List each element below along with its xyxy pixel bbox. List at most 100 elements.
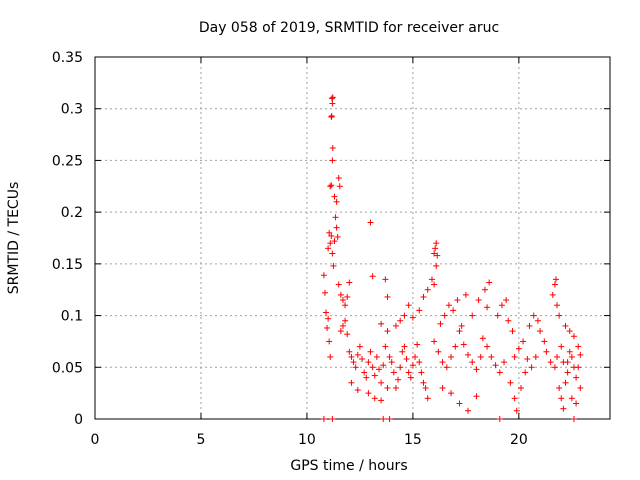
data-point: [450, 307, 457, 314]
data-point: [418, 369, 425, 376]
data-point: [346, 348, 353, 355]
data-point: [332, 214, 339, 221]
data-point: [492, 362, 499, 369]
data-point: [328, 232, 335, 239]
data-point: [526, 322, 533, 329]
data-point: [435, 348, 442, 355]
data-point: [346, 279, 353, 286]
data-point: [416, 307, 423, 314]
data-point: [397, 364, 404, 371]
data-point: [448, 353, 455, 360]
data-point: [501, 359, 508, 366]
data-point: [339, 322, 346, 329]
data-point: [503, 297, 510, 304]
data-point: [507, 379, 514, 386]
data-point: [333, 198, 340, 205]
data-point: [352, 364, 359, 371]
data-point: [437, 320, 444, 327]
data-point: [382, 276, 389, 283]
data-point: [452, 343, 459, 350]
y-tick-label: 0.35: [52, 50, 83, 66]
data-point: [350, 359, 357, 366]
data-point: [405, 302, 412, 309]
data-point: [458, 322, 465, 329]
data-point: [469, 312, 476, 319]
data-point: [520, 338, 527, 345]
data-point: [328, 182, 335, 189]
data-point: [431, 338, 438, 345]
data-point: [392, 322, 399, 329]
data-point: [562, 322, 569, 329]
data-point: [564, 359, 571, 366]
data-point: [549, 291, 556, 298]
data-point: [509, 328, 516, 335]
axis-ticks: [94, 56, 610, 420]
data-point: [473, 366, 480, 373]
data-point: [414, 341, 421, 348]
data-point: [484, 304, 491, 311]
data-point: [329, 145, 336, 152]
data-point: [422, 384, 429, 391]
data-point: [494, 312, 501, 319]
data-point: [575, 343, 582, 350]
y-tick-labels: 0 0.05 0.1 0.15 0.2 0.25 0.3 0.35: [52, 50, 83, 428]
data-point: [575, 364, 582, 371]
data-point: [375, 366, 382, 373]
data-point: [356, 343, 363, 350]
data-point: [335, 281, 342, 288]
data-point: [477, 353, 484, 360]
data-point: [329, 100, 336, 107]
data-point: [395, 376, 402, 383]
data-point: [424, 395, 431, 402]
data-point: [473, 393, 480, 400]
data-point: [570, 416, 577, 422]
data-point: [469, 359, 476, 366]
x-tick-label: 15: [404, 432, 422, 448]
data-point: [433, 262, 440, 269]
data-point: [498, 302, 505, 309]
data-point: [420, 379, 427, 386]
data-point: [329, 416, 336, 422]
data-point: [433, 240, 440, 247]
data-point: [327, 183, 334, 190]
data-point: [384, 293, 391, 300]
data-point: [380, 362, 387, 369]
data-point: [354, 387, 361, 394]
data-point: [556, 312, 563, 319]
data-point: [475, 297, 482, 304]
data-point: [367, 348, 374, 355]
chart-title: Day 058 of 2019, SRMTID for receiver aru…: [199, 20, 499, 36]
x-tick-label: 10: [298, 432, 316, 448]
data-point: [552, 276, 559, 283]
data-point: [328, 95, 335, 102]
data-point: [334, 233, 341, 240]
data-point: [384, 384, 391, 391]
data-point: [460, 341, 467, 348]
data-point: [392, 384, 399, 391]
data-point: [348, 379, 355, 386]
data-point: [439, 384, 446, 391]
data-point: [462, 291, 469, 298]
data-point: [344, 331, 351, 338]
data-point: [339, 297, 346, 304]
data-point: [505, 317, 512, 324]
data-point: [432, 245, 439, 252]
data-point: [324, 324, 331, 331]
data-point: [570, 333, 577, 340]
data-point: [342, 302, 349, 309]
data-point: [543, 348, 550, 355]
data-point: [524, 356, 531, 363]
data-point: [558, 395, 565, 402]
data-point: [456, 328, 463, 335]
data-point: [337, 291, 344, 298]
data-point: [496, 369, 503, 376]
data-point: [558, 343, 565, 350]
data-point: [348, 353, 355, 360]
data-point: [407, 374, 414, 381]
data-point: [431, 250, 438, 257]
data-point: [331, 193, 338, 200]
data-point: [405, 369, 412, 376]
data-point: [329, 250, 336, 257]
x-axis-label: GPS time / hours: [290, 458, 407, 474]
data-point: [342, 317, 349, 324]
